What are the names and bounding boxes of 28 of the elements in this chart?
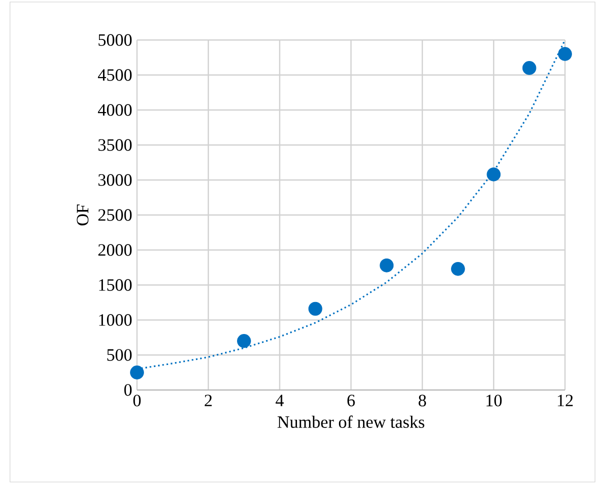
y-tick-label: 500 [107, 349, 132, 361]
point [486, 167, 501, 182]
point [522, 61, 536, 75]
point [308, 302, 322, 316]
y-tick-label: 1500 [99, 279, 132, 291]
x-tick-label: 12 [558, 394, 573, 406]
y-tick-label: 5000 [98, 34, 132, 46]
x-tick-label: 2 [204, 394, 212, 406]
y-axis-title: OF [76, 204, 88, 226]
point [130, 366, 144, 380]
y-tick-label: 4500 [98, 69, 132, 81]
x-tick-label: 8 [418, 394, 426, 406]
y-tick-label: 3000 [98, 174, 132, 186]
y-tick-label: 3500 [98, 139, 132, 151]
y-tick-label: 0 [124, 384, 132, 396]
x-axis-title: Number of new tasks [278, 416, 424, 428]
point [558, 47, 572, 61]
x-tick-label: 6 [347, 394, 355, 406]
point [380, 258, 394, 272]
x-tick-label: 0 [133, 394, 141, 406]
y-tick-label: 1000 [99, 314, 132, 326]
point [451, 262, 465, 276]
x-tick-label: 4 [276, 394, 284, 406]
y-tick-label: 2500 [98, 209, 132, 221]
y-tick-label: 4000 [98, 104, 132, 116]
point [237, 334, 251, 348]
y-tick-label: 2000 [98, 244, 132, 256]
x-tick-label: 10 [486, 394, 502, 406]
